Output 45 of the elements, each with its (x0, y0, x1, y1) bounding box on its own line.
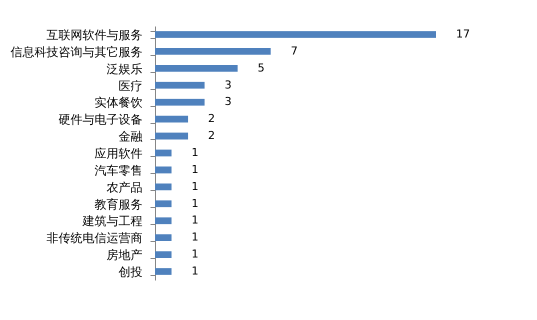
data-label: 1 (192, 264, 199, 278)
bar (155, 82, 205, 89)
bar (155, 116, 188, 123)
y-tick-label: 实体餐饮 (94, 96, 142, 110)
y-tick-label: 泛娱乐 (106, 62, 142, 76)
data-label: 1 (192, 196, 199, 210)
y-tick-label: 硬件与电子设备 (58, 112, 142, 127)
y-tick-label: 建筑与工程 (82, 214, 142, 228)
data-label: 5 (258, 61, 265, 74)
data-label: 7 (290, 44, 298, 58)
y-tick-label: 信息科技咨询与其它服务 (10, 44, 142, 59)
data-label: 1 (192, 214, 199, 227)
data-label: 1 (192, 162, 199, 176)
bar (155, 150, 172, 156)
y-tick-label: 房地产 (106, 248, 142, 262)
bar (155, 48, 271, 55)
data-label: 17 (456, 27, 470, 40)
y-tick-label: 教育服务 (94, 197, 142, 212)
data-label: 2 (208, 129, 216, 142)
bar (155, 251, 172, 258)
y-tick-label: 创投 (118, 265, 142, 280)
bar (155, 166, 172, 174)
y-tick-label: 医疗 (118, 78, 142, 93)
data-label: 1 (192, 146, 199, 159)
bar (155, 98, 205, 106)
bar (155, 132, 188, 140)
y-tick-label: 金融 (118, 130, 142, 144)
data-label: 2 (208, 112, 216, 126)
bar (155, 268, 172, 275)
y-tick-label: 汽车零售 (94, 163, 142, 178)
y-tick-label: 农产品 (106, 180, 142, 194)
data-label: 1 (192, 248, 199, 261)
data-label: 1 (192, 230, 199, 244)
data-label: 1 (192, 180, 199, 193)
y-tick-label: 非传统电信运营商 (46, 231, 142, 246)
bar (155, 217, 172, 224)
bar (155, 64, 238, 72)
data-label: 3 (224, 95, 232, 108)
bar (155, 183, 172, 190)
y-tick-label: 互联网软件与服务 (46, 28, 142, 42)
y-tick-label: 应用软件 (94, 146, 142, 160)
bar (155, 200, 172, 208)
data-label: 3 (224, 78, 232, 92)
bar (155, 31, 436, 38)
bar (155, 234, 172, 242)
